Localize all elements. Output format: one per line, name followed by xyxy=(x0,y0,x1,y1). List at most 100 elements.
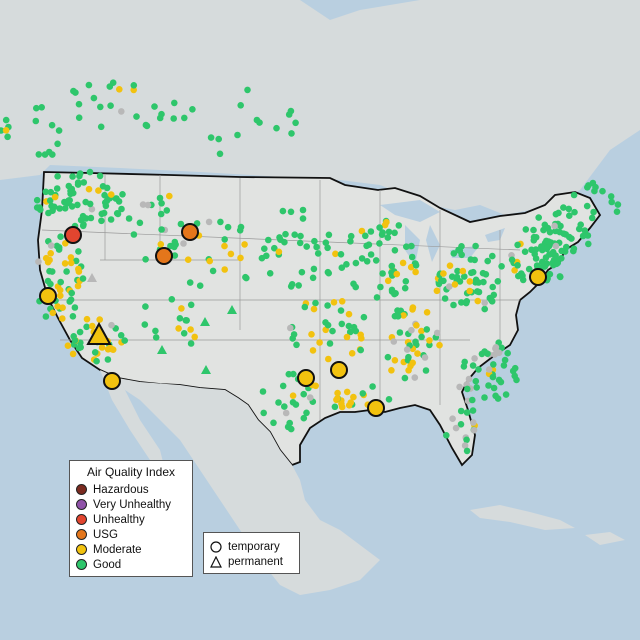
monitor-dot xyxy=(365,241,373,248)
monitor-dot xyxy=(608,198,615,206)
monitor-dot xyxy=(152,334,160,341)
monitor-dot xyxy=(391,247,399,254)
monitor-dot xyxy=(557,273,564,281)
monitor-dot xyxy=(103,184,111,192)
monitor-dot xyxy=(498,344,505,352)
monitor-dot xyxy=(456,383,463,391)
monitor-dot xyxy=(400,312,407,319)
monitor-dot xyxy=(566,212,573,219)
monitor-dot xyxy=(130,82,138,89)
monitor-dot xyxy=(156,194,164,202)
monitor-dot xyxy=(423,326,431,333)
monitor-dot xyxy=(426,337,433,344)
monitor-dot xyxy=(500,362,508,369)
monitor-dot xyxy=(367,251,375,258)
monitor-dot xyxy=(343,261,350,268)
monitor-dot xyxy=(352,259,360,267)
monitor-dot xyxy=(463,436,470,444)
monitor-dot xyxy=(175,325,182,332)
monitor-dot xyxy=(309,274,317,282)
monitor-dot xyxy=(143,122,151,130)
permanent-monitor-marker xyxy=(87,273,97,282)
monitor-dot xyxy=(95,187,102,194)
monitor-dot xyxy=(96,172,104,180)
monitor-dot xyxy=(119,191,126,198)
monitor-dot xyxy=(438,277,445,284)
monitor-dot xyxy=(54,173,61,180)
legend-item-hazardous: Hazardous xyxy=(76,482,186,497)
monitor-dot xyxy=(469,362,477,369)
monitor-dot xyxy=(384,277,392,285)
monitor-dot xyxy=(484,350,491,358)
monitor-dot xyxy=(180,240,187,247)
monitor-dot xyxy=(285,370,293,378)
monitor-dot xyxy=(67,254,75,261)
monitor-dot xyxy=(88,205,96,213)
monitor-dot xyxy=(577,221,584,228)
monitor-dot xyxy=(475,288,483,296)
monitor-dot xyxy=(121,337,128,344)
monitor-dot xyxy=(485,382,492,389)
monitor-dot xyxy=(55,244,63,251)
monitor-dot xyxy=(98,217,105,225)
monitor-dot xyxy=(215,135,222,143)
monitor-dot xyxy=(71,304,79,311)
monitor-dot xyxy=(298,268,306,276)
monitor-dot xyxy=(292,401,300,408)
monitor-dot xyxy=(548,250,556,257)
monitor-dot xyxy=(332,250,339,258)
monitor-dot xyxy=(352,283,360,291)
monitor-dot xyxy=(292,119,299,127)
monitor-dot xyxy=(291,231,299,238)
monitor-dot xyxy=(59,304,66,312)
monitor-dot xyxy=(376,240,383,247)
moderate-monitor-marker xyxy=(367,399,385,417)
monitor-dot xyxy=(301,303,309,311)
monitor-dot xyxy=(38,104,45,111)
monitor-dot xyxy=(372,257,380,264)
monitor-dot xyxy=(187,340,195,347)
monitor-dot xyxy=(502,391,510,398)
monitor-dot xyxy=(54,140,61,148)
canada-landmass xyxy=(0,0,640,215)
monitor-dot xyxy=(295,282,303,289)
monitor-dot xyxy=(463,409,471,416)
monitor-dot xyxy=(166,192,173,200)
monitor-dot xyxy=(563,243,570,251)
monitor-dot xyxy=(558,247,565,255)
monitor-dot xyxy=(158,226,165,233)
monitor-dot xyxy=(47,280,54,288)
monitor-dot xyxy=(144,201,152,209)
monitor-dot xyxy=(504,349,512,357)
monitor-dot xyxy=(535,214,542,221)
monitor-dot xyxy=(35,151,43,158)
monitor-dot xyxy=(303,243,311,250)
monitor-dot xyxy=(306,394,314,401)
monitor-dot xyxy=(463,447,471,455)
monitor-dot xyxy=(117,332,125,339)
monitor-dot xyxy=(310,305,318,313)
monitor-dot xyxy=(379,270,386,277)
monitor-dot xyxy=(171,252,179,259)
monitor-dot xyxy=(104,356,112,363)
monitor-dot xyxy=(287,324,294,332)
monitor-dot xyxy=(401,284,409,292)
monitor-dot xyxy=(465,375,473,383)
monitor-dot xyxy=(334,395,341,402)
monitor-dot xyxy=(494,278,502,285)
monitor-dot xyxy=(209,267,217,275)
monitor-dot xyxy=(464,385,471,393)
monitor-dot xyxy=(107,191,115,198)
monitor-dot xyxy=(118,108,125,115)
monitor-dot xyxy=(261,245,268,252)
monitor-dot xyxy=(281,403,288,410)
monitor-dot xyxy=(450,250,458,257)
unhealthy-monitor-marker xyxy=(64,226,82,244)
monitor-dot xyxy=(236,227,244,234)
monitor-dot xyxy=(69,350,77,358)
monitor-dot xyxy=(130,86,137,94)
monitor-dot xyxy=(614,201,622,208)
monitor-dot xyxy=(590,208,597,216)
monitor-dot xyxy=(451,281,459,288)
hispaniola xyxy=(585,532,625,545)
